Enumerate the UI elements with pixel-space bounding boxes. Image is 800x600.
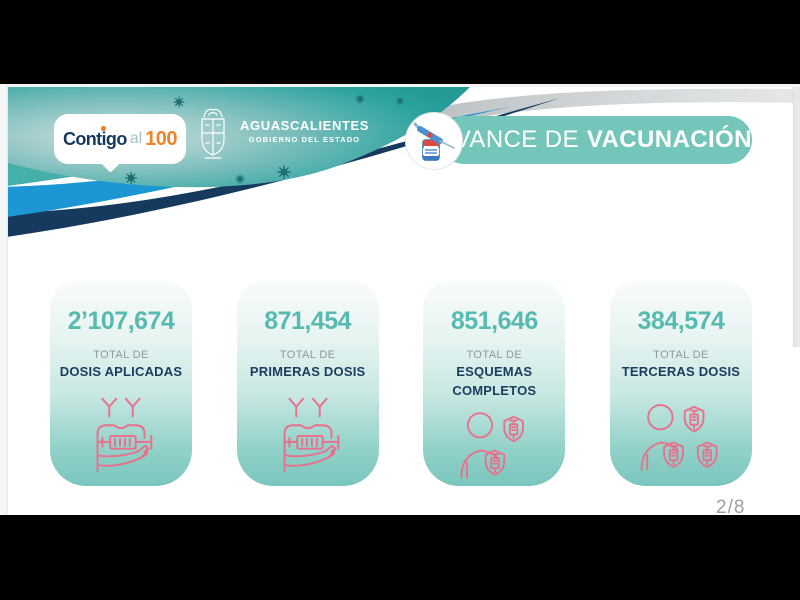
gray-swoosh	[378, 88, 800, 139]
brand-100: 100	[145, 127, 178, 150]
government-subtitle: GOBIERNO DEL ESTADO	[248, 135, 361, 144]
stat-label: ESQUEMAS	[456, 364, 533, 379]
navy-wave	[0, 98, 560, 238]
arm-injection-icon	[77, 383, 165, 486]
stat-value: 384,574	[637, 307, 725, 335]
title-emphasis: VACUNACIÓN	[586, 126, 752, 153]
stat-label: DOSIS APLICADAS	[59, 364, 183, 379]
card-esquemas-completos: 851,646 TOTAL DE ESQUEMAS COMPLETOS	[423, 281, 566, 486]
stat-label: TERCERAS DOSIS	[621, 364, 741, 379]
government-brand: AGUASCALIENTES GOBIERNO DEL ESTADO	[240, 118, 369, 144]
presentation-slide: Contigo al 100 AGUASCALIENTES GOBIERNO D…	[0, 84, 800, 515]
stat-subtitle: TOTAL DE	[93, 349, 149, 361]
arm-injection-icon	[264, 383, 352, 486]
stat-cards: 2’107,674 TOTAL DE DOSIS APLICADAS	[50, 281, 752, 486]
brand-al: al	[129, 130, 143, 147]
page-number: 2/8	[716, 497, 746, 515]
stat-subtitle: TOTAL DE	[653, 349, 709, 361]
virus-speck-icon	[125, 94, 404, 184]
stat-subtitle: TOTAL DE	[279, 349, 336, 361]
letterbox-bottom	[0, 515, 800, 600]
stat-label: PRIMERAS DOSIS	[249, 364, 366, 379]
slide-right-edge	[793, 87, 800, 347]
coat-of-arms-icon	[196, 107, 230, 166]
brand-orange-dot-icon	[101, 126, 106, 131]
stat-value: 871,454	[264, 307, 352, 335]
person-two-shields-icon	[452, 399, 536, 486]
stat-subtitle: TOTAL DE	[466, 349, 523, 361]
stat-label-line2: COMPLETOS	[452, 383, 537, 398]
contigo-al-100-logo: Contigo al 100	[54, 114, 186, 173]
title-prefix: AVANCE DE	[440, 126, 579, 153]
card-terceras-dosis: 384,574 TOTAL DE TERCERAS DOSIS	[609, 281, 752, 486]
letterbox-top	[0, 0, 800, 84]
brand-contigo: Contigo	[62, 128, 127, 149]
stat-value: 2’107,674	[67, 307, 175, 335]
card-dosis-aplicadas: 2’107,674 TOTAL DE DOSIS APLICADAS	[50, 281, 192, 486]
slide-title-pill: AVANCE DE VACUNACIÓN	[440, 116, 752, 164]
syringe-vial-icon	[405, 112, 463, 170]
person-three-shields-icon	[636, 383, 726, 486]
header-wave-art	[0, 87, 800, 238]
stat-value: 851,646	[450, 307, 538, 335]
government-name: AGUASCALIENTES	[240, 118, 370, 133]
slide-left-edge	[0, 84, 8, 515]
card-primeras-dosis: 871,454 TOTAL DE PRIMERAS DOSIS	[236, 281, 379, 486]
